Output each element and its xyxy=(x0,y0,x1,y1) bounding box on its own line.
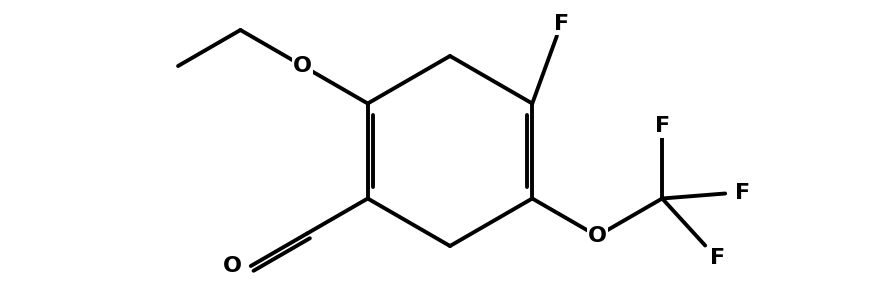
Text: O: O xyxy=(223,256,242,276)
Text: F: F xyxy=(555,14,570,34)
Text: F: F xyxy=(710,249,725,268)
Text: O: O xyxy=(293,56,313,76)
Text: F: F xyxy=(735,184,750,204)
Text: F: F xyxy=(655,117,669,137)
Text: O: O xyxy=(588,226,607,246)
